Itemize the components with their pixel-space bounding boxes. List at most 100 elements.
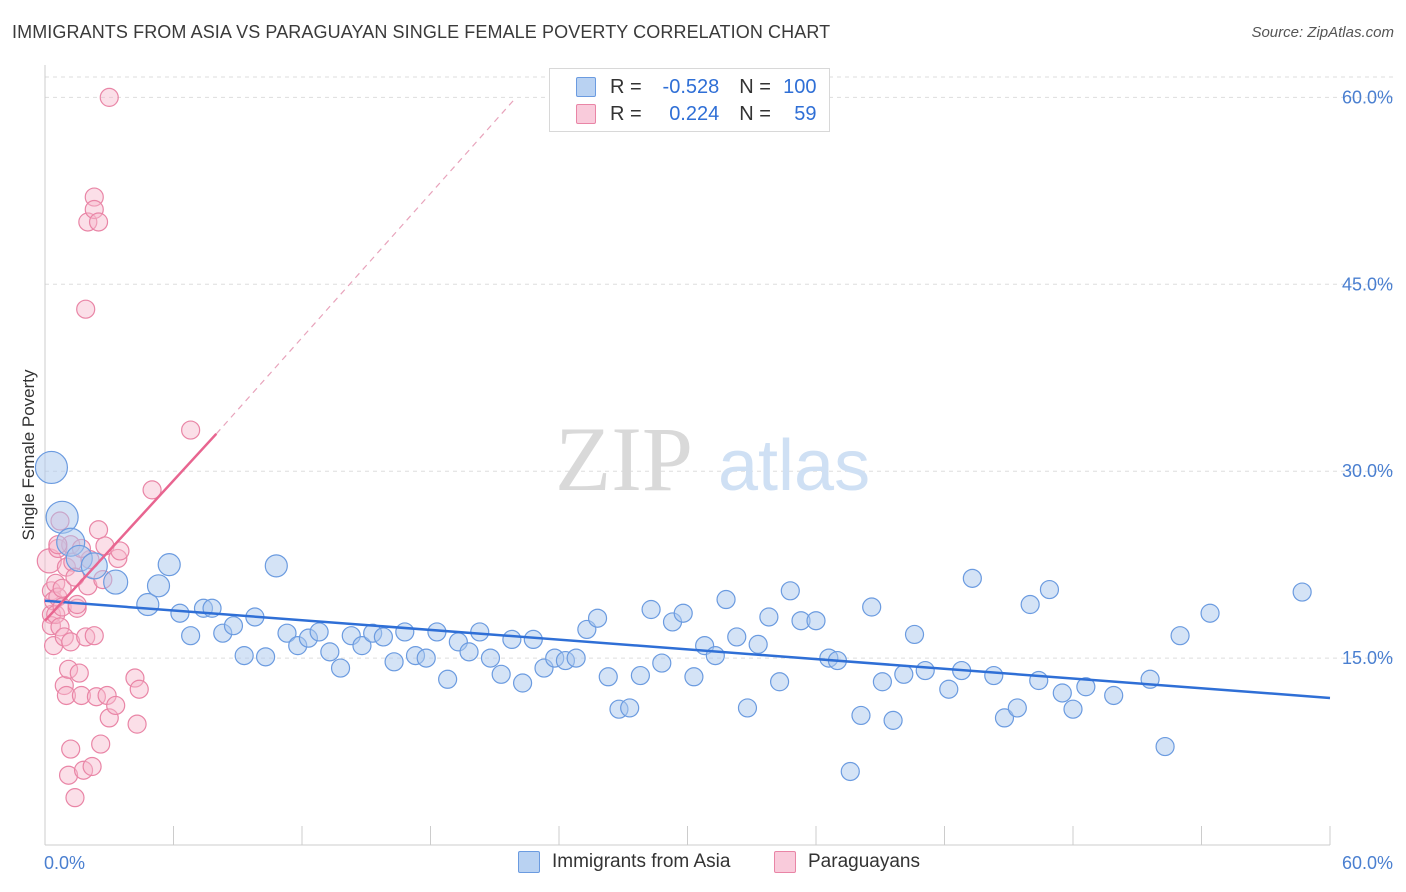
data-point-asia: [883, 710, 903, 730]
data-point-paraguayans: [54, 627, 74, 647]
data-point-asia: [737, 698, 758, 718]
y-axis-title: Single Female Poverty: [19, 369, 38, 541]
data-point-asia: [840, 761, 860, 782]
data-point-asia: [939, 679, 959, 699]
data-point-asia: [320, 642, 340, 662]
data-point-asia: [1063, 699, 1083, 719]
legend-item-paraguayans: Paraguayans: [774, 851, 920, 873]
data-point-paraguayans: [76, 299, 96, 319]
data-point-asia: [309, 622, 329, 642]
svg-text:atlas: atlas: [718, 426, 870, 506]
legend-swatch-pink: [774, 851, 796, 873]
data-point-paraguayans: [99, 87, 119, 107]
y-tick-label: 60.0%: [1342, 87, 1393, 107]
data-point-paraguayans: [61, 739, 81, 759]
r-value: 0.224: [669, 102, 720, 125]
trend-line-asia: [44, 599, 1331, 700]
data-point-asia: [673, 603, 693, 623]
grid-lines: [45, 76, 1395, 659]
x-tick-label: 60.0%: [1342, 853, 1393, 873]
watermark: ZIP atlas: [555, 408, 870, 510]
y-tick-label: 15.0%: [1342, 648, 1393, 668]
data-point-paraguayans: [82, 756, 102, 777]
data-point-paraguayans: [61, 632, 81, 652]
svg-text:ZIP: ZIP: [555, 408, 693, 510]
r-value: -0.528: [662, 75, 720, 98]
data-point-asia: [181, 626, 201, 646]
legend-label-paraguayans: Paraguayans: [808, 851, 920, 872]
n-label: N =: [739, 102, 771, 125]
trend-lines: [44, 96, 1331, 700]
data-point-asia: [1104, 685, 1124, 706]
data-point-asia: [994, 708, 1015, 728]
legend-swatch-blue: [576, 77, 596, 97]
series-legend: Immigrants from Asia Paraguayans: [0, 851, 1406, 877]
n-label: N =: [739, 75, 771, 98]
data-point-asia: [512, 673, 533, 693]
trend-extension-paraguayans: [215, 96, 517, 435]
data-point-paraguayans: [52, 578, 72, 598]
y-tick-label: 30.0%: [1342, 461, 1393, 481]
data-point-asia: [641, 599, 661, 620]
data-point-paraguayans: [106, 695, 126, 716]
source-label: Source: ZipAtlas.com: [1251, 24, 1394, 41]
data-point-asia: [759, 607, 779, 627]
data-point-asia: [566, 648, 586, 668]
legend-swatch-pink: [576, 104, 596, 124]
data-point-paraguayans: [65, 788, 85, 808]
data-point-paraguayans: [50, 617, 70, 637]
data-point-asia: [438, 669, 458, 689]
tick-labels: 15.0% 30.0% 45.0% 60.0% 0.0% 60.0%: [44, 87, 1393, 873]
y-tick-label: 45.0%: [1342, 274, 1393, 294]
data-point-asia: [330, 658, 351, 678]
data-point-asia: [1292, 582, 1312, 602]
data-point-paraguayans: [69, 663, 89, 683]
data-point-asia: [962, 568, 982, 588]
data-point-paraguayans: [125, 668, 145, 688]
legend-swatch-blue: [518, 851, 540, 873]
data-point-asia: [255, 647, 276, 667]
data-point-asia: [103, 569, 129, 595]
data-point-asia: [170, 603, 190, 623]
data-point-asia: [984, 665, 1004, 686]
data-point-paraguayans: [78, 212, 98, 232]
data-point-asia: [264, 554, 288, 578]
data-point-asia: [384, 652, 404, 672]
data-point-paraguayans: [127, 714, 147, 734]
data-point-asia: [1155, 736, 1175, 757]
data-point-asia: [34, 450, 69, 485]
data-point-asia: [1007, 698, 1027, 718]
data-point-asia: [769, 672, 790, 692]
series-immigrants-from-asia: [34, 450, 1312, 782]
series-paraguayans: [36, 87, 201, 808]
data-point-paraguayans: [99, 708, 119, 728]
n-value: 59: [794, 102, 817, 125]
data-point-paraguayans: [129, 679, 149, 699]
data-point-asia: [872, 672, 892, 692]
data-point-paraguayans: [58, 659, 79, 679]
data-point-asia: [502, 629, 522, 650]
r-label: R =: [610, 75, 642, 98]
data-point-asia: [459, 642, 479, 662]
data-point-asia: [851, 705, 871, 726]
legend-row-paraguayans: R = 0.224 N = 59: [576, 103, 817, 125]
data-point-asia: [652, 653, 672, 673]
data-point-paraguayans: [56, 685, 77, 706]
data-point-asia: [157, 553, 181, 577]
data-point-asia: [894, 664, 914, 684]
legend-row-asia: R = -0.528 N = 100: [576, 76, 817, 98]
data-point-asia: [915, 660, 935, 681]
n-value: 100: [783, 75, 817, 98]
data-point-asia: [373, 627, 393, 647]
data-point-paraguayans: [91, 734, 111, 754]
data-point-asia: [234, 646, 254, 666]
data-point-asia: [705, 646, 725, 666]
data-point-asia: [223, 616, 244, 636]
x-tick-label: 0.0%: [44, 853, 85, 873]
data-point-paraguayans: [142, 480, 162, 500]
data-point-asia: [598, 667, 618, 687]
data-point-asia: [780, 581, 800, 601]
data-point-asia: [748, 634, 768, 654]
data-point-paraguayans: [108, 548, 128, 569]
